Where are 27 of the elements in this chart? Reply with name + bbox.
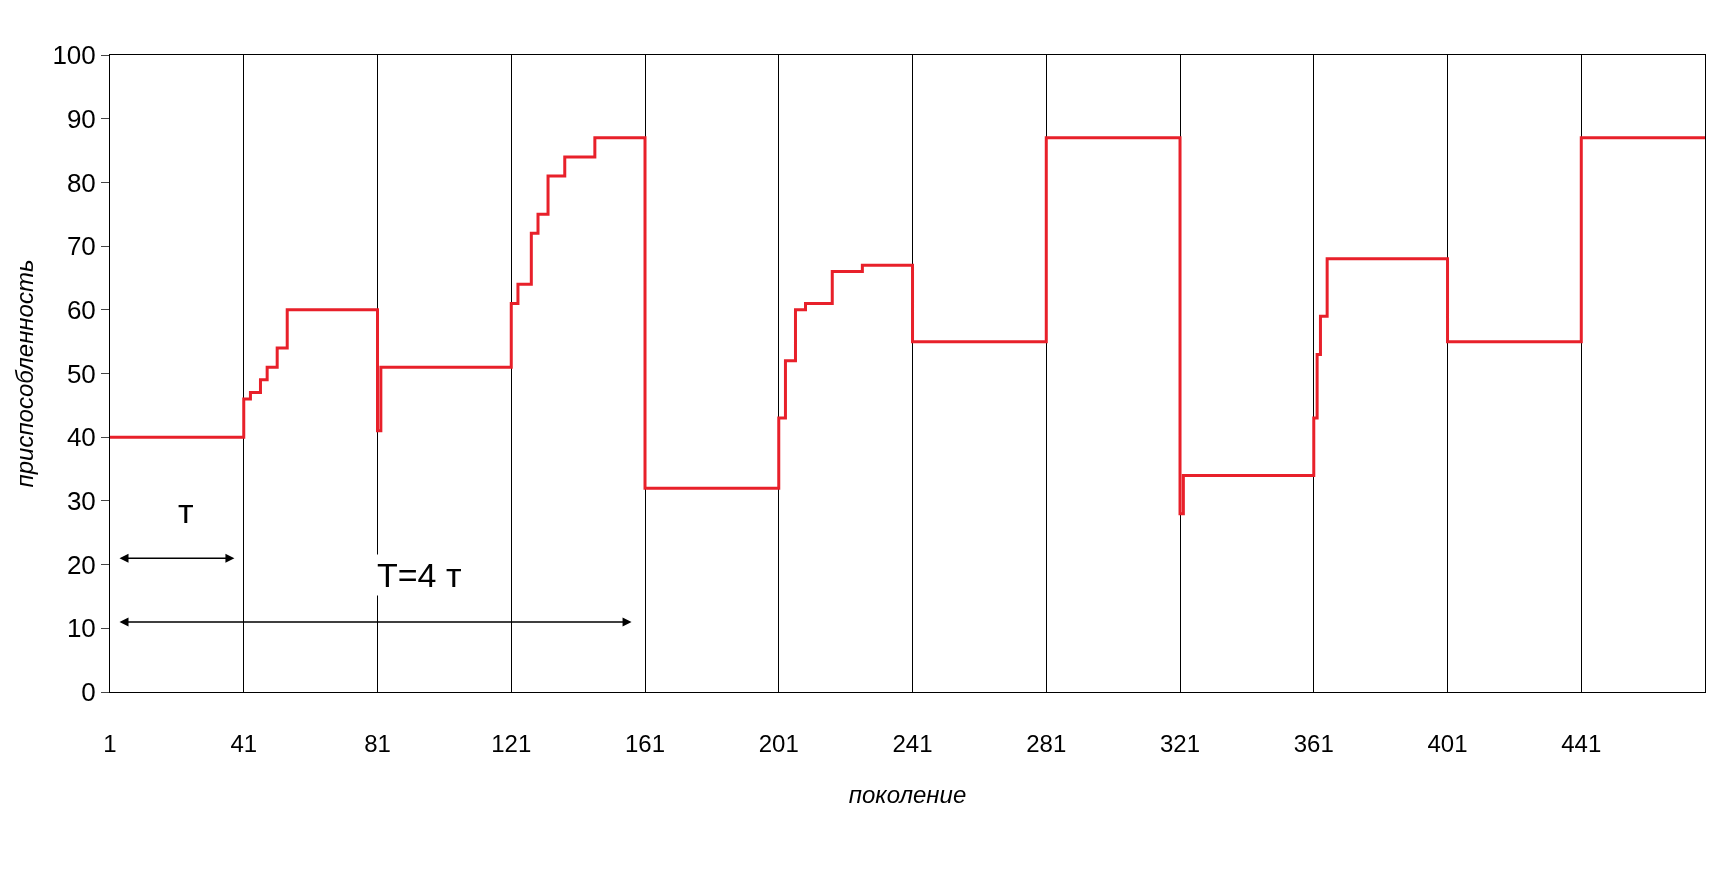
x-tick-label: 161: [624, 729, 666, 757]
y-tick-label: 0: [81, 677, 96, 708]
y-tick-label: 90: [66, 103, 96, 134]
y-tick-label: 60: [66, 294, 96, 325]
x-tick-label: 401: [1427, 729, 1468, 757]
y-tick-label: 100: [52, 40, 96, 71]
y-tick-label: 40: [66, 422, 96, 453]
x-tick-label: 121: [491, 729, 532, 757]
x-tick-label: 441: [1561, 729, 1602, 757]
y-tick-label: 50: [66, 358, 96, 389]
annotation: т: [178, 492, 194, 530]
annotation: T=4 т: [377, 556, 462, 594]
x-tick-label: 1: [103, 729, 117, 757]
x-tick-label: 241: [892, 729, 933, 757]
x-tick-label: 281: [1026, 729, 1067, 757]
x-tick-label: 321: [1160, 729, 1201, 757]
y-tick-label: 70: [66, 231, 96, 262]
x-tick-label: 81: [364, 729, 391, 757]
y-tick-label: 20: [66, 549, 96, 580]
x-tick-label: 201: [758, 729, 799, 757]
y-tick-label: 10: [66, 613, 96, 644]
y-axis-title: приспособленность: [10, 259, 38, 488]
x-tick-label: 41: [230, 729, 258, 757]
y-tick-label: 30: [66, 486, 96, 516]
x-tick-label: 361: [1293, 729, 1334, 757]
y-tick-label: 80: [66, 167, 96, 198]
x-axis-title: поколение: [848, 781, 967, 809]
